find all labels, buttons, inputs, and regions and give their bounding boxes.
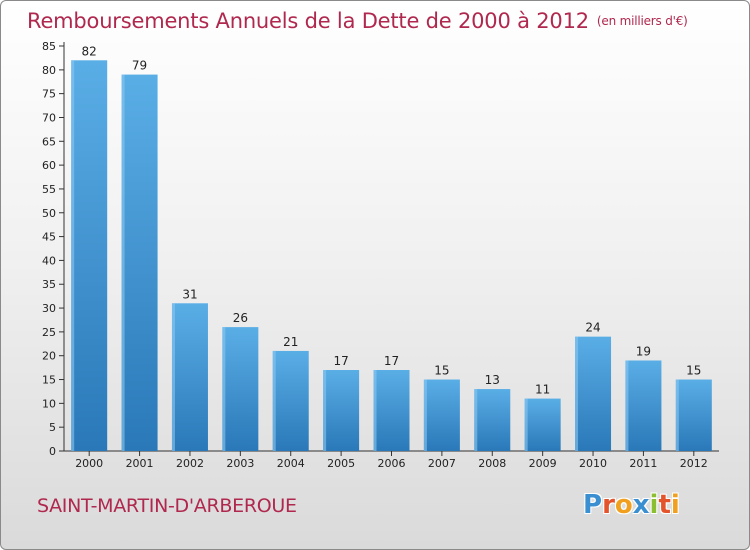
y-tick-label: 80 (42, 64, 56, 77)
x-tick-label-2004: 2004 (277, 457, 305, 470)
y-tick-label: 25 (42, 326, 56, 339)
value-label-2005: 17 (333, 354, 348, 368)
logo-letter: o (614, 490, 633, 520)
axes: 0 5 10 15 20 25 30 35 40 45 50 55 60 65 70 75 80 85 (42, 40, 719, 458)
y-tick-label: 35 (42, 278, 56, 291)
unit-note: (en milliers d'€) (596, 14, 688, 28)
x-tick-label-2003: 2003 (226, 457, 254, 470)
value-label-2001: 79 (132, 59, 147, 73)
value-label-2011: 19 (636, 344, 651, 358)
y-tick-label: 15 (42, 374, 56, 387)
y-tick-label: 20 (42, 350, 56, 363)
y-tick-label: 55 (42, 183, 56, 196)
logo-letter: i (670, 490, 680, 520)
value-label-2008: 13 (485, 373, 500, 387)
bar-highlight (524, 398, 528, 451)
x-tick-label-2007: 2007 (428, 457, 456, 470)
bar-2004 (272, 350, 309, 451)
y-tick-label: 85 (42, 40, 56, 53)
y-tick-label: 75 (42, 88, 56, 101)
logo-letter: P (583, 490, 603, 520)
y-tick-label: 10 (42, 397, 56, 410)
x-tick-label-2009: 2009 (529, 457, 557, 470)
x-tick-label-2000: 2000 (75, 457, 103, 470)
chart-title-text: Remboursements Annuels de la Dette de 20… (27, 9, 589, 33)
value-label-2010: 24 (585, 321, 600, 335)
x-tick-label-2001: 2001 (126, 457, 154, 470)
bar-highlight (474, 389, 478, 451)
value-label-2006: 17 (384, 354, 399, 368)
bars (71, 60, 712, 452)
bar-highlight (171, 303, 175, 451)
logo-letter: x (632, 490, 650, 520)
y-tick-label: 0 (49, 445, 56, 458)
logo-letter: t (658, 490, 671, 520)
labels: 82 2000 79 2001 31 2002 26 2003 21 2004 17 2005 17 20… (75, 44, 708, 470)
x-tick-label-2012: 2012 (680, 457, 708, 470)
value-label-2009: 11 (535, 383, 550, 397)
commune-name: SAINT-MARTIN-D'ARBEROUE (37, 495, 297, 517)
bar-highlight (423, 379, 427, 451)
bar-highlight (575, 336, 579, 451)
bar-highlight (323, 370, 327, 451)
x-tick-label-2002: 2002 (176, 457, 204, 470)
x-tick-label-2008: 2008 (478, 457, 506, 470)
bar-2001 (121, 74, 158, 452)
x-tick-label-2005: 2005 (327, 457, 355, 470)
bar-2008 (474, 389, 511, 451)
bar-2006 (373, 370, 410, 451)
bar-2000 (71, 60, 108, 451)
bar-2005 (323, 370, 360, 451)
logo-letter: i (649, 490, 659, 520)
bar-2007 (423, 379, 460, 451)
bar-highlight (121, 74, 125, 452)
bar-2012 (675, 379, 712, 451)
y-tick-label: 40 (42, 254, 56, 267)
x-tick-label-2006: 2006 (378, 457, 406, 470)
y-tick-label: 60 (42, 159, 56, 172)
value-label-2004: 21 (283, 335, 298, 349)
bar-highlight (625, 360, 629, 451)
bar-highlight (222, 327, 226, 451)
y-tick-label: 50 (42, 207, 56, 220)
value-label-2000: 82 (82, 44, 97, 58)
bar-2002 (171, 303, 208, 451)
chart-title: Remboursements Annuels de la Dette de 20… (27, 9, 688, 33)
bar-highlight (71, 60, 75, 451)
logo-letter: r (602, 490, 615, 520)
y-tick-label: 5 (49, 421, 56, 434)
y-tick-label: 70 (42, 111, 56, 124)
bar-2011 (625, 360, 662, 451)
bar-highlight (272, 350, 276, 451)
bar-2003 (222, 327, 259, 451)
x-tick-label-2010: 2010 (579, 457, 607, 470)
value-label-2012: 15 (686, 364, 701, 378)
x-tick-label-2011: 2011 (629, 457, 657, 470)
bar-highlight (675, 379, 679, 451)
bar-2010 (575, 336, 612, 451)
bar-2009 (524, 398, 561, 451)
value-label-2003: 26 (233, 311, 248, 325)
proxiti-logo[interactable]: Proxiti (583, 490, 680, 520)
value-label-2002: 31 (182, 287, 197, 301)
y-tick-label: 45 (42, 231, 56, 244)
y-tick-label: 30 (42, 302, 56, 315)
y-tick-label: 65 (42, 135, 56, 148)
value-label-2007: 15 (434, 364, 449, 378)
bar-highlight (373, 370, 377, 451)
